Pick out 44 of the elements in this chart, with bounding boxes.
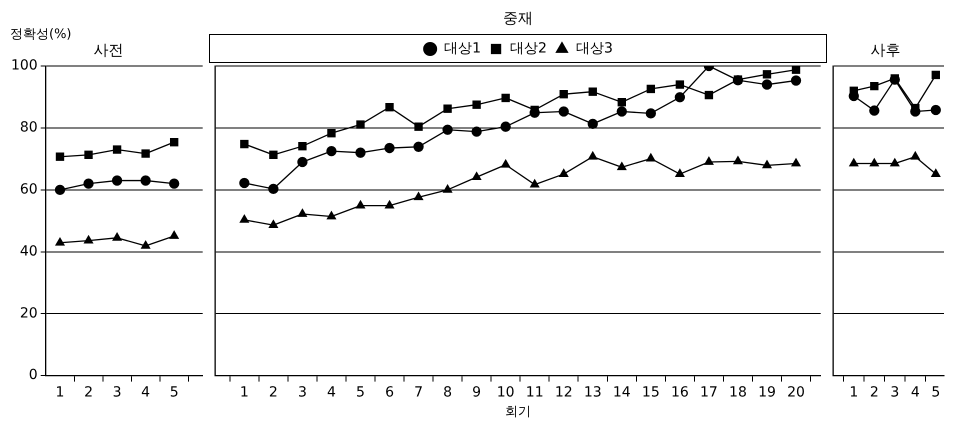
x-tick-label: 20	[787, 384, 805, 401]
x-tick-label: 7	[414, 384, 424, 401]
x-tick-label: 17	[700, 384, 718, 401]
x-tick-label: 18	[729, 384, 747, 401]
x-tick-label: 1	[240, 384, 249, 401]
legend-label: 대상3	[576, 40, 613, 57]
chart-title: 사후	[870, 40, 900, 59]
x-tick-label: 3	[890, 384, 900, 401]
y-tick-label: 100	[10, 58, 38, 74]
x-tick-label: 19	[758, 384, 776, 401]
x-tick-label: 4	[910, 384, 920, 401]
x-tick-label: 5	[931, 384, 940, 401]
x-tick-label: 4	[326, 384, 336, 401]
x-tick-label: 5	[170, 384, 179, 401]
x-tick-label: 5	[356, 384, 365, 401]
x-tick-label: 3	[298, 384, 307, 401]
x-tick-label: 6	[385, 384, 394, 401]
x-tick-label: 2	[870, 384, 879, 401]
y-tick-label: 60	[20, 181, 38, 198]
x-tick-label: 1	[849, 384, 858, 401]
x-tick-label: 4	[141, 384, 150, 401]
legend-label: 대상2	[510, 40, 547, 57]
x-tick-label: 1	[56, 384, 64, 401]
x-tick-label: 14	[612, 384, 631, 401]
y-tick-label: 40	[20, 243, 38, 260]
x-tick-label: 8	[443, 384, 452, 401]
chart-title: 사전	[94, 40, 124, 59]
x-tick-label: 16	[670, 384, 689, 401]
legend-label: 대상1	[444, 40, 482, 57]
y-axis-title: 정확성(%)	[10, 26, 72, 42]
x-tick-label: 3	[112, 384, 122, 401]
x-axis-title: 회기	[505, 404, 531, 420]
x-tick-label: 11	[526, 384, 544, 401]
y-tick-label: 0	[28, 367, 38, 384]
chart-title: 중재	[503, 8, 533, 27]
x-tick-label: 2	[84, 384, 93, 401]
x-tick-label: 2	[268, 384, 278, 401]
x-tick-label: 13	[584, 384, 602, 401]
y-tick-label: 20	[20, 305, 38, 322]
x-tick-label: 15	[642, 384, 660, 401]
x-tick-label: 10	[496, 384, 515, 401]
x-tick-label: 9	[472, 384, 482, 401]
y-tick-label: 80	[20, 120, 38, 136]
x-tick-label: 12	[554, 384, 573, 401]
